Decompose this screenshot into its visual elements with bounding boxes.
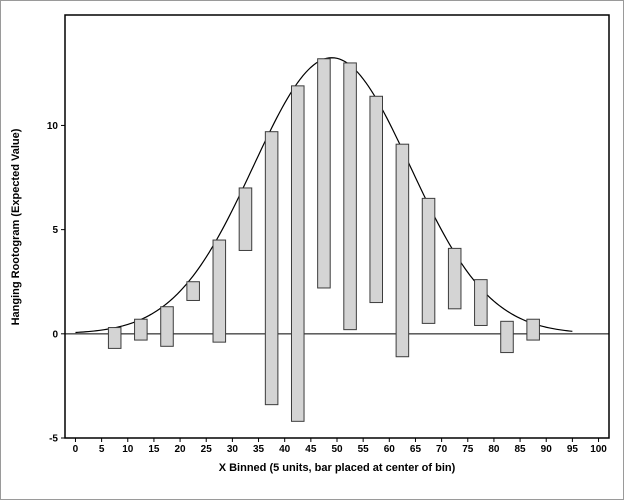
x-tick-label: 80 <box>488 444 500 455</box>
x-axis-title: X Binned (5 units, bar placed at center … <box>219 462 456 474</box>
rootogram-bar <box>212 239 227 343</box>
rootogram-bar <box>526 318 540 341</box>
x-tick-label: 50 <box>331 444 343 455</box>
x-tick-label: 20 <box>175 444 187 455</box>
y-tick-label: 10 <box>47 121 59 132</box>
rootogram-bar <box>500 320 514 354</box>
rootogram-bar <box>474 279 488 326</box>
rootogram-bar <box>107 327 122 349</box>
y-tick-label: 0 <box>52 329 58 340</box>
x-tick-label: 65 <box>410 444 422 455</box>
plot-background <box>65 15 609 438</box>
rootogram-bar <box>395 143 410 358</box>
rootogram-bar <box>238 187 253 251</box>
y-axis-title: Hanging Rootogram (Expected Value) <box>10 128 22 325</box>
rootogram-bar <box>134 318 148 341</box>
rootogram-bar <box>369 95 384 304</box>
rootogram-bar <box>160 306 174 347</box>
plot-area: 0 5 10 15 20 25 30 35 40 45 50 55 60 65 70 75 80 85 90 95 10… <box>47 14 610 455</box>
x-tick-label: 15 <box>148 444 160 455</box>
x-tick-label: 0 <box>73 444 79 455</box>
rootogram-bar <box>421 197 436 324</box>
rootogram-bar <box>343 62 357 331</box>
rootogram-bar <box>264 131 279 406</box>
x-tick-label: 70 <box>436 444 448 455</box>
y-tick-label: 5 <box>52 225 58 236</box>
y-tick-label: -5 <box>49 434 58 445</box>
x-tick-label: 85 <box>515 444 527 455</box>
rootogram-bar <box>447 247 462 310</box>
x-tick-label: 35 <box>253 444 265 455</box>
rootogram-bar <box>290 85 305 422</box>
x-tick-label: 75 <box>462 444 474 455</box>
x-tick-label: 55 <box>358 444 370 455</box>
x-tick-label: 10 <box>122 444 134 455</box>
x-tick-label: 30 <box>227 444 239 455</box>
x-tick-label: 90 <box>541 444 553 455</box>
x-tick-label: 100 <box>590 444 607 455</box>
x-tick-label: 60 <box>384 444 396 455</box>
x-tick-label: 95 <box>567 444 579 455</box>
x-tick-label: 45 <box>305 444 317 455</box>
x-tick-label: 5 <box>99 444 105 455</box>
x-tick-label: 25 <box>201 444 213 455</box>
x-tick-label: 40 <box>279 444 291 455</box>
rootogram-bar <box>317 58 331 289</box>
rootogram-bar <box>186 281 200 301</box>
